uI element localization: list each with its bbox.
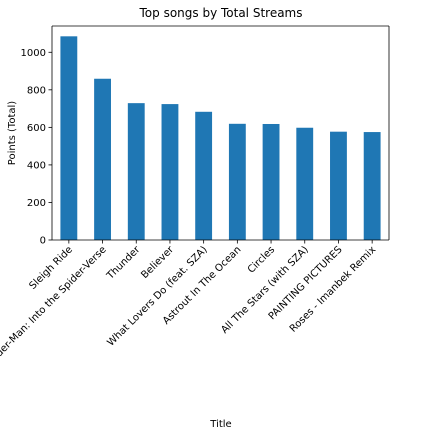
bar-0: [60, 36, 78, 240]
x-ticks: Sleigh RideSunflower - Spider-Man: Into …: [0, 240, 378, 412]
bar-4: [195, 111, 213, 240]
x-tick-label-6: Circles: [246, 244, 277, 275]
y-tick-label-4: 800: [27, 85, 46, 96]
bar-8: [330, 131, 347, 240]
axes-layer: [51, 25, 390, 241]
x-axis-label: Title: [209, 419, 231, 430]
bar-6: [262, 123, 280, 240]
bar-9: [363, 132, 381, 240]
bar-1: [94, 78, 111, 240]
y-tick-label-2: 400: [27, 160, 46, 171]
y-tick-label-5: 1000: [21, 48, 46, 59]
chart-title: Top songs by Total Streams: [139, 6, 303, 20]
bar-7: [296, 127, 314, 240]
bar-5: [228, 123, 246, 240]
y-tick-label-1: 200: [27, 198, 46, 209]
y-tick-label-0: 0: [40, 236, 46, 247]
y-ticks: 0 200 400 600 800 1000: [21, 48, 52, 247]
bar-2: [127, 103, 145, 241]
bars-layer: [60, 36, 381, 241]
x-tick-label-2: Thunder: [104, 244, 143, 283]
y-axis-label: Points (Total): [7, 101, 18, 165]
y-tick-label-3: 600: [27, 123, 46, 134]
bar-3: [161, 104, 179, 240]
